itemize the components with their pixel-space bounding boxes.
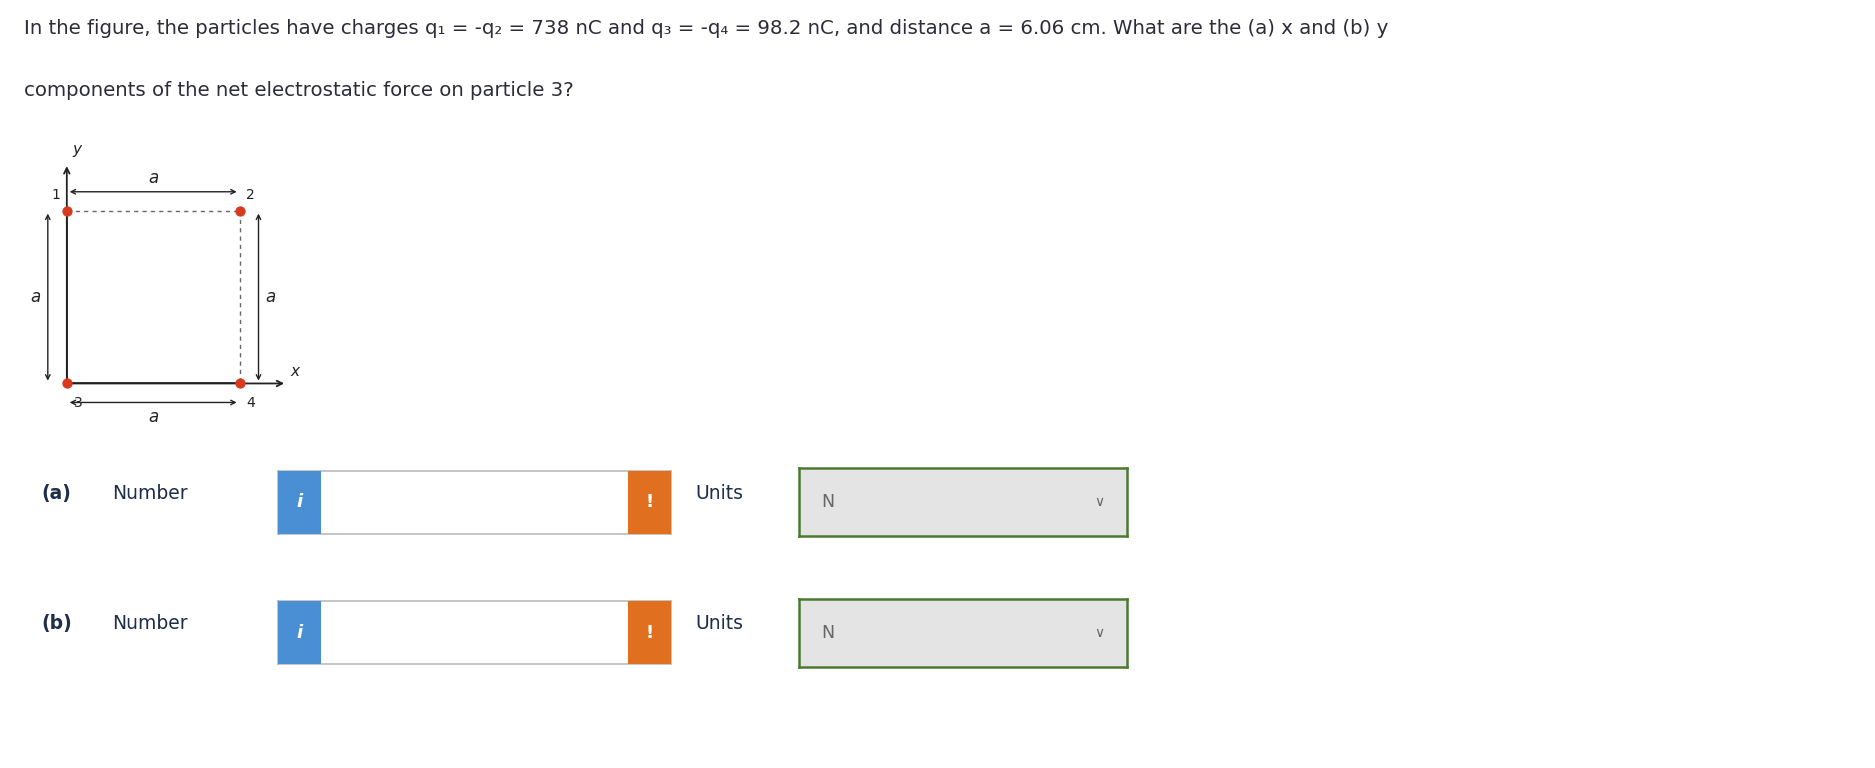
Text: Number: Number <box>112 614 188 633</box>
Text: $a$: $a$ <box>266 288 276 306</box>
Text: N: N <box>821 624 834 642</box>
Text: i: i <box>296 493 302 511</box>
Text: ∨: ∨ <box>1093 495 1104 509</box>
Text: Units: Units <box>696 484 744 502</box>
Text: (b): (b) <box>41 614 71 633</box>
Text: 4: 4 <box>246 396 255 409</box>
Text: In the figure, the particles have charges q₁ = -q₂ = 738 nC and q₃ = -q₄ = 98.2 : In the figure, the particles have charge… <box>24 19 1389 38</box>
Point <box>52 377 82 389</box>
Text: ∨: ∨ <box>1093 626 1104 640</box>
Text: $a$: $a$ <box>148 169 159 187</box>
Text: $x$: $x$ <box>289 364 302 379</box>
Text: $y$: $y$ <box>71 143 84 159</box>
Text: N: N <box>821 493 834 511</box>
Text: !: ! <box>645 624 654 642</box>
Text: $a$: $a$ <box>30 288 41 306</box>
Text: 1: 1 <box>51 188 60 202</box>
Text: i: i <box>296 624 302 642</box>
Text: 2: 2 <box>246 188 255 202</box>
Text: components of the net electrostatic force on particle 3?: components of the net electrostatic forc… <box>24 81 574 100</box>
Text: Units: Units <box>696 614 744 633</box>
Text: !: ! <box>645 493 654 511</box>
Point <box>225 204 255 217</box>
Point <box>225 377 255 389</box>
Text: Number: Number <box>112 484 188 502</box>
Text: (a): (a) <box>41 484 71 502</box>
Point <box>52 204 82 217</box>
Text: 3: 3 <box>73 396 82 409</box>
Text: $a$: $a$ <box>148 408 159 425</box>
